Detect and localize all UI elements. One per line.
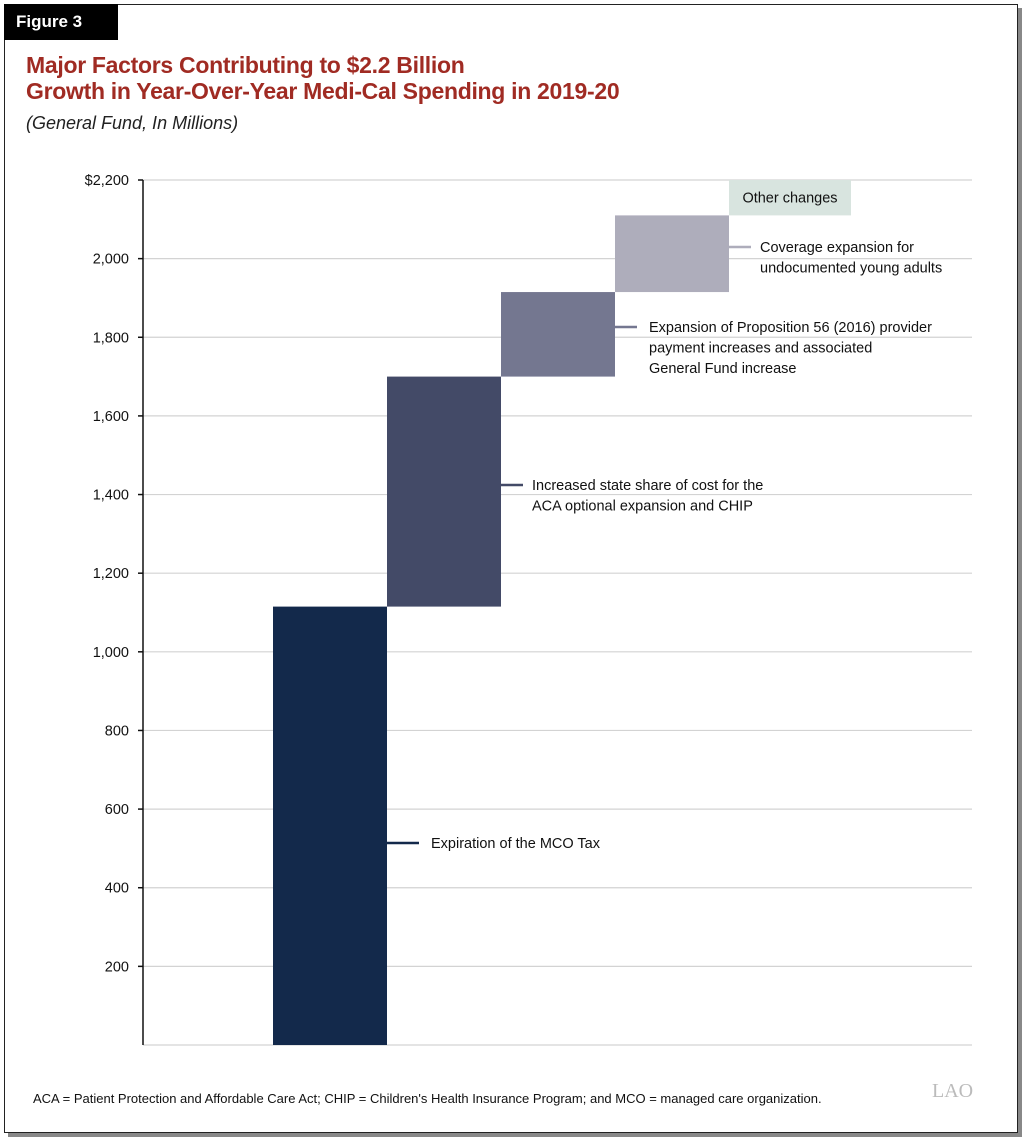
bar-annotation: General Fund increase (649, 361, 797, 377)
bar-annotation: Expiration of the MCO Tax (431, 836, 601, 852)
bar-annotation: ACA optional expansion and CHIP (532, 499, 753, 515)
y-tick-label: 800 (105, 723, 129, 739)
figure-label: Figure 3 (4, 4, 118, 40)
y-tick-label: 1,800 (93, 330, 129, 346)
y-tick-label: 1,000 (93, 645, 129, 661)
footnote: ACA = Patient Protection and Affordable … (33, 1091, 822, 1106)
bar-annotation: undocumented young adults (760, 261, 942, 277)
bar-annotation: payment increases and associated (649, 341, 872, 357)
chart-subtitle: (General Fund, In Millions) (26, 113, 239, 133)
chart-title: Major Factors Contributing to $2.2 Billi… (26, 52, 620, 104)
lao-logo: LAO (932, 1080, 974, 1102)
y-tick-label: 400 (105, 881, 129, 897)
waterfall-bar (729, 180, 851, 216)
bar-annotation: Other changes (742, 191, 837, 207)
y-tick-label: 2,000 (93, 252, 129, 268)
waterfall-bar (501, 292, 615, 377)
waterfall-bar (615, 215, 729, 293)
y-tick-label: $2,200 (85, 173, 129, 189)
bar-annotation: Expansion of Proposition 56 (2016) provi… (649, 320, 932, 336)
title-line-2: Growth in Year-Over-Year Medi-Cal Spendi… (26, 78, 620, 104)
y-tick-label: 1,200 (93, 566, 129, 582)
y-tick-label: 1,400 (93, 488, 129, 504)
y-tick-label: 200 (105, 959, 129, 975)
bar-annotation: Increased state share of cost for the (532, 478, 763, 494)
bar-annotation: Coverage expansion for (760, 240, 914, 256)
waterfall-bar (387, 376, 501, 607)
title-line-1: Major Factors Contributing to $2.2 Billi… (26, 52, 465, 78)
y-tick-label: 600 (105, 802, 129, 818)
y-tick-label: 1,600 (93, 409, 129, 425)
waterfall-bar (273, 606, 387, 1045)
